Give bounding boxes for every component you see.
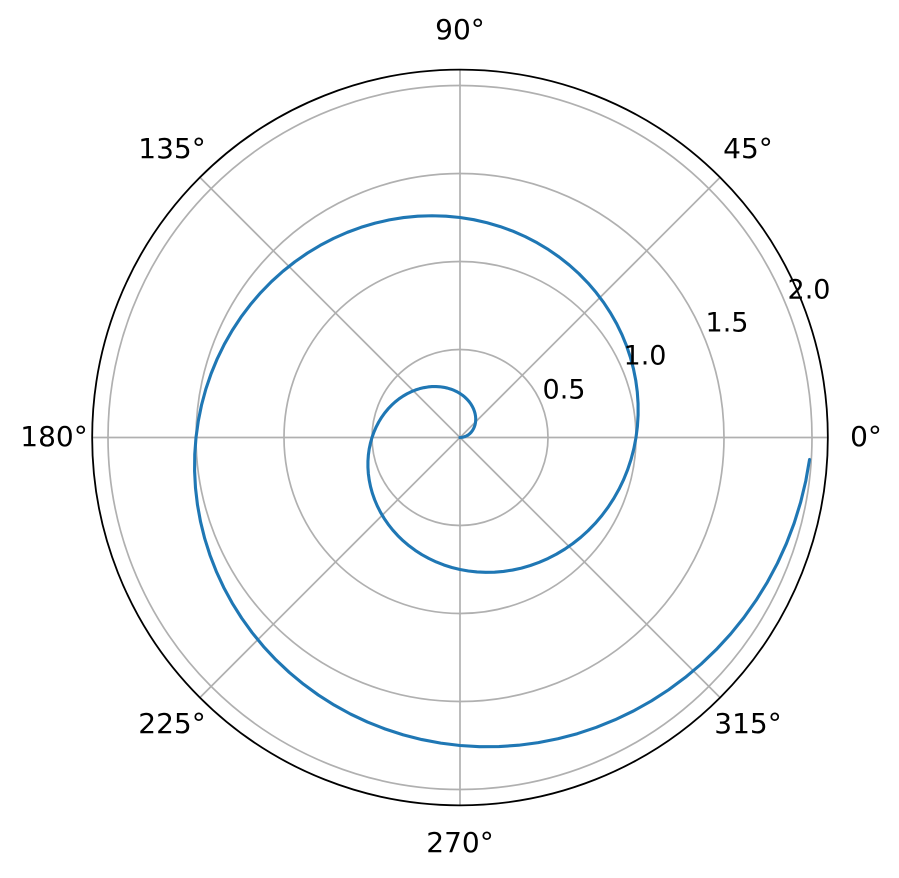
r-tick-label-0p5: 0.5 (542, 374, 586, 406)
spiral-line (193, 214, 812, 749)
theta-tick-label-270: 270° (426, 826, 494, 859)
theta-tick-label-315: 315° (714, 707, 782, 740)
theta-tick-label-135: 135° (138, 132, 206, 165)
r-tick-label-2p0: 2.0 (787, 274, 831, 306)
theta-tick-label-180: 180° (20, 420, 88, 453)
r-tick-label-1p0: 1.0 (623, 340, 667, 372)
theta-tick-label-45: 45° (723, 132, 773, 165)
theta-tick-label-90: 90° (435, 13, 485, 46)
r-tick-label-1p5: 1.5 (705, 307, 749, 339)
polar-axis-boundary (91, 68, 829, 807)
theta-gridline-315 (459, 436, 721, 699)
theta-tick-label-225: 225° (138, 707, 206, 740)
theta-gridline-135 (199, 176, 461, 439)
theta-gridline-45 (459, 176, 721, 439)
theta-tick-label-0: 0° (850, 420, 882, 453)
theta-gridline-225 (199, 436, 461, 699)
